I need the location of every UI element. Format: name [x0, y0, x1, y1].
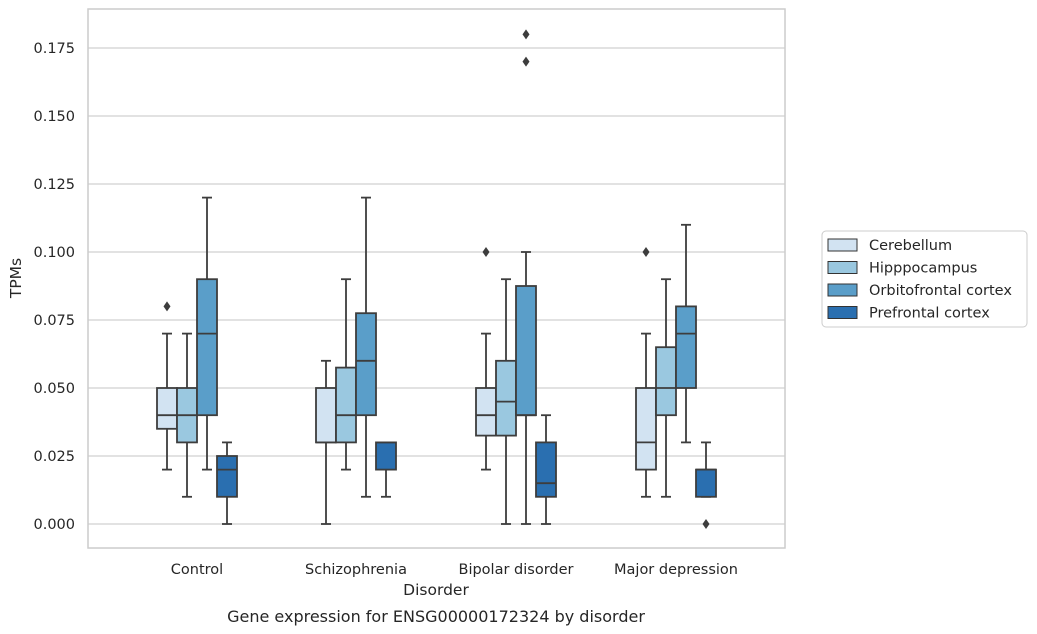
outlier-point: [642, 247, 650, 257]
x-tick-label: Major depression: [614, 562, 738, 578]
box-3-0: [216, 441, 238, 525]
outlier-point: [522, 29, 530, 40]
box-1-1: [335, 278, 357, 471]
legend-swatch: [827, 238, 858, 252]
box-series: [156, 29, 717, 529]
outlier-point: [482, 247, 490, 257]
box-body: [535, 441, 557, 498]
box-2-1: [355, 196, 377, 498]
legend: Cerebellum Hipppocampus Orbitofrontal cort…: [821, 230, 1028, 328]
plot-frame: [87, 8, 786, 549]
box-body: [655, 346, 677, 417]
legend-label: Cerebellum: [869, 238, 952, 254]
y-tick-label: 0.000: [33, 517, 75, 533]
y-axis-label: TPMs: [7, 258, 25, 299]
box-0-2: [475, 247, 497, 471]
box-body: [635, 387, 657, 471]
box-1-0: [176, 332, 198, 498]
legend-swatch: [827, 306, 858, 319]
legend-box: [821, 230, 1028, 328]
outlier-point: [702, 519, 710, 529]
box-body: [515, 285, 537, 417]
box-body: [196, 278, 218, 417]
chart-title: Gene expression for ENSG00000172324 by d…: [227, 607, 645, 626]
legend-label: Prefrontal cortex: [869, 306, 990, 322]
box-0-1: [315, 359, 337, 525]
box-body: [156, 387, 178, 430]
legend-swatch: [827, 283, 858, 297]
box-3-1: [375, 441, 397, 498]
y-tick-label: 0.175: [33, 41, 75, 57]
box-0-0: [156, 301, 178, 471]
outlier-point: [522, 56, 530, 67]
y-tick-label: 0.125: [33, 177, 75, 193]
box-body: [495, 359, 517, 437]
box-2-0: [196, 196, 218, 471]
outlier-point: [163, 301, 171, 312]
y-tick-label: 0.050: [33, 381, 75, 397]
box-body: [335, 366, 357, 444]
legend-swatch: [827, 261, 858, 274]
box-2-3: [675, 223, 697, 444]
box-body: [375, 441, 397, 471]
box-3-3: [695, 441, 717, 529]
y-tick-label: 0.025: [33, 449, 75, 465]
x-axis-label: Disorder: [403, 581, 469, 599]
y-tick-label: 0.150: [33, 109, 75, 125]
box-body: [216, 455, 238, 498]
box-body: [675, 305, 697, 389]
x-tick-label: Control: [171, 562, 223, 578]
box-3-2: [535, 414, 557, 525]
y-tick-label: 0.100: [33, 245, 75, 261]
box-body: [355, 312, 377, 417]
legend-label: Hipppocampus: [869, 261, 977, 277]
box-body: [475, 387, 497, 437]
x-tick-label: Schizophrenia: [305, 562, 407, 578]
box-body: [695, 468, 717, 498]
x-tick-label: Bipolar disorder: [459, 562, 574, 578]
box-0-3: [635, 247, 657, 498]
y-axis-ticks: 0.000 0.025 0.050 0.075 0.100 0.125 0.150 0.175: [33, 41, 75, 533]
legend-label: Orbitofrontal cortex: [869, 283, 1012, 299]
box-1-3: [655, 278, 677, 498]
y-tick-label: 0.075: [33, 313, 75, 329]
box-body: [315, 387, 337, 444]
box-2-2: [515, 29, 537, 525]
x-axis-ticks: Control Schizophrenia Bipolar disorder Majo…: [171, 562, 738, 578]
